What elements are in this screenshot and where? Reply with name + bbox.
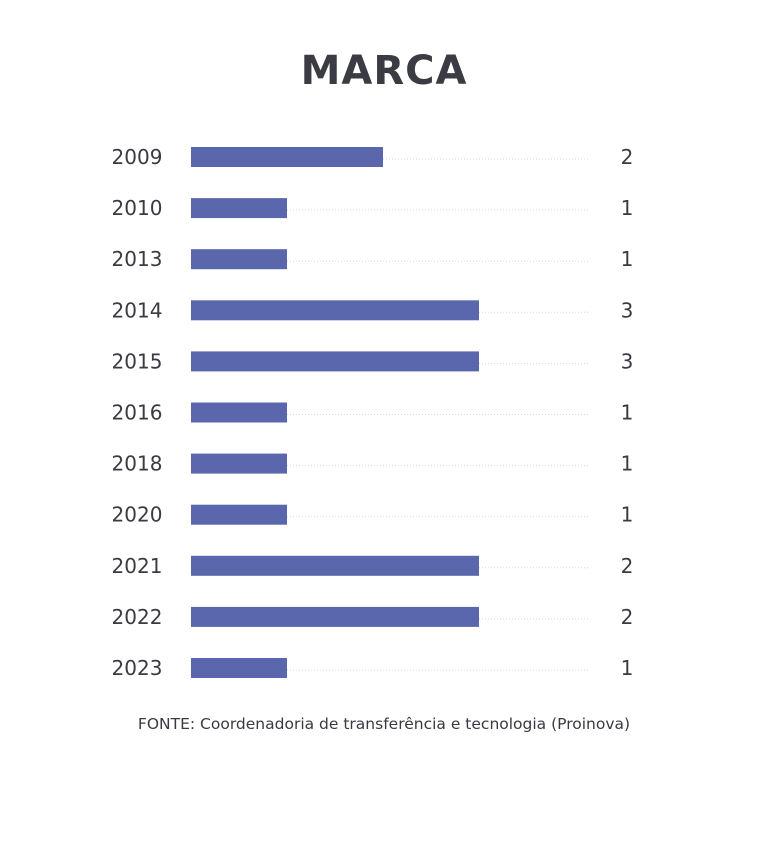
bar-2015 [191, 351, 479, 372]
category-label: 2015 [112, 349, 163, 373]
value-label: 1 [621, 452, 634, 476]
bar-2021 [191, 555, 479, 576]
bar-2022 [191, 606, 479, 627]
value-label: 2 [621, 605, 634, 629]
bar-2013 [191, 249, 287, 270]
bar-2023 [191, 658, 287, 678]
value-label: 3 [621, 349, 634, 373]
category-label: 2009 [112, 145, 163, 169]
bar-2016 [191, 402, 287, 423]
value-label: 3 [621, 298, 634, 322]
bar-2010 [191, 198, 287, 219]
value-label: 1 [621, 196, 634, 220]
category-label: 2016 [112, 401, 163, 425]
category-label: 2021 [112, 554, 163, 578]
category-label: 2022 [112, 605, 163, 629]
source-note: FONTE: Coordenadoria de transferência e … [137, 715, 631, 733]
bar-2018 [191, 453, 287, 474]
bar-2009 [191, 147, 383, 167]
chart-title: MARCA [300, 48, 468, 94]
category-label: 2020 [112, 503, 163, 527]
value-label: 1 [621, 656, 634, 680]
category-label: 2013 [112, 247, 163, 271]
category-label: 2023 [112, 656, 163, 680]
value-label: 2 [621, 145, 634, 169]
category-label: 2018 [112, 452, 163, 476]
category-label: 2010 [112, 196, 163, 220]
value-label: 1 [621, 401, 634, 425]
bar-2020 [191, 504, 287, 525]
value-label: 1 [621, 247, 634, 271]
bar-2014 [191, 300, 479, 321]
category-label: 2014 [112, 298, 163, 322]
value-label: 2 [621, 554, 634, 578]
value-label: 1 [621, 503, 634, 527]
